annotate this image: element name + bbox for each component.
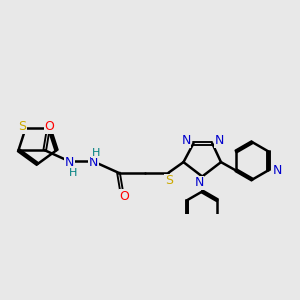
Text: O: O bbox=[44, 120, 54, 133]
Text: H: H bbox=[69, 168, 77, 178]
Text: H: H bbox=[92, 148, 100, 158]
Text: N: N bbox=[194, 176, 204, 189]
Text: N: N bbox=[215, 134, 224, 147]
Text: N: N bbox=[65, 156, 74, 169]
Text: N: N bbox=[89, 156, 98, 169]
Text: S: S bbox=[19, 120, 27, 133]
Text: S: S bbox=[165, 174, 173, 188]
Text: N: N bbox=[181, 134, 191, 147]
Text: N: N bbox=[272, 164, 282, 177]
Text: O: O bbox=[119, 190, 129, 203]
